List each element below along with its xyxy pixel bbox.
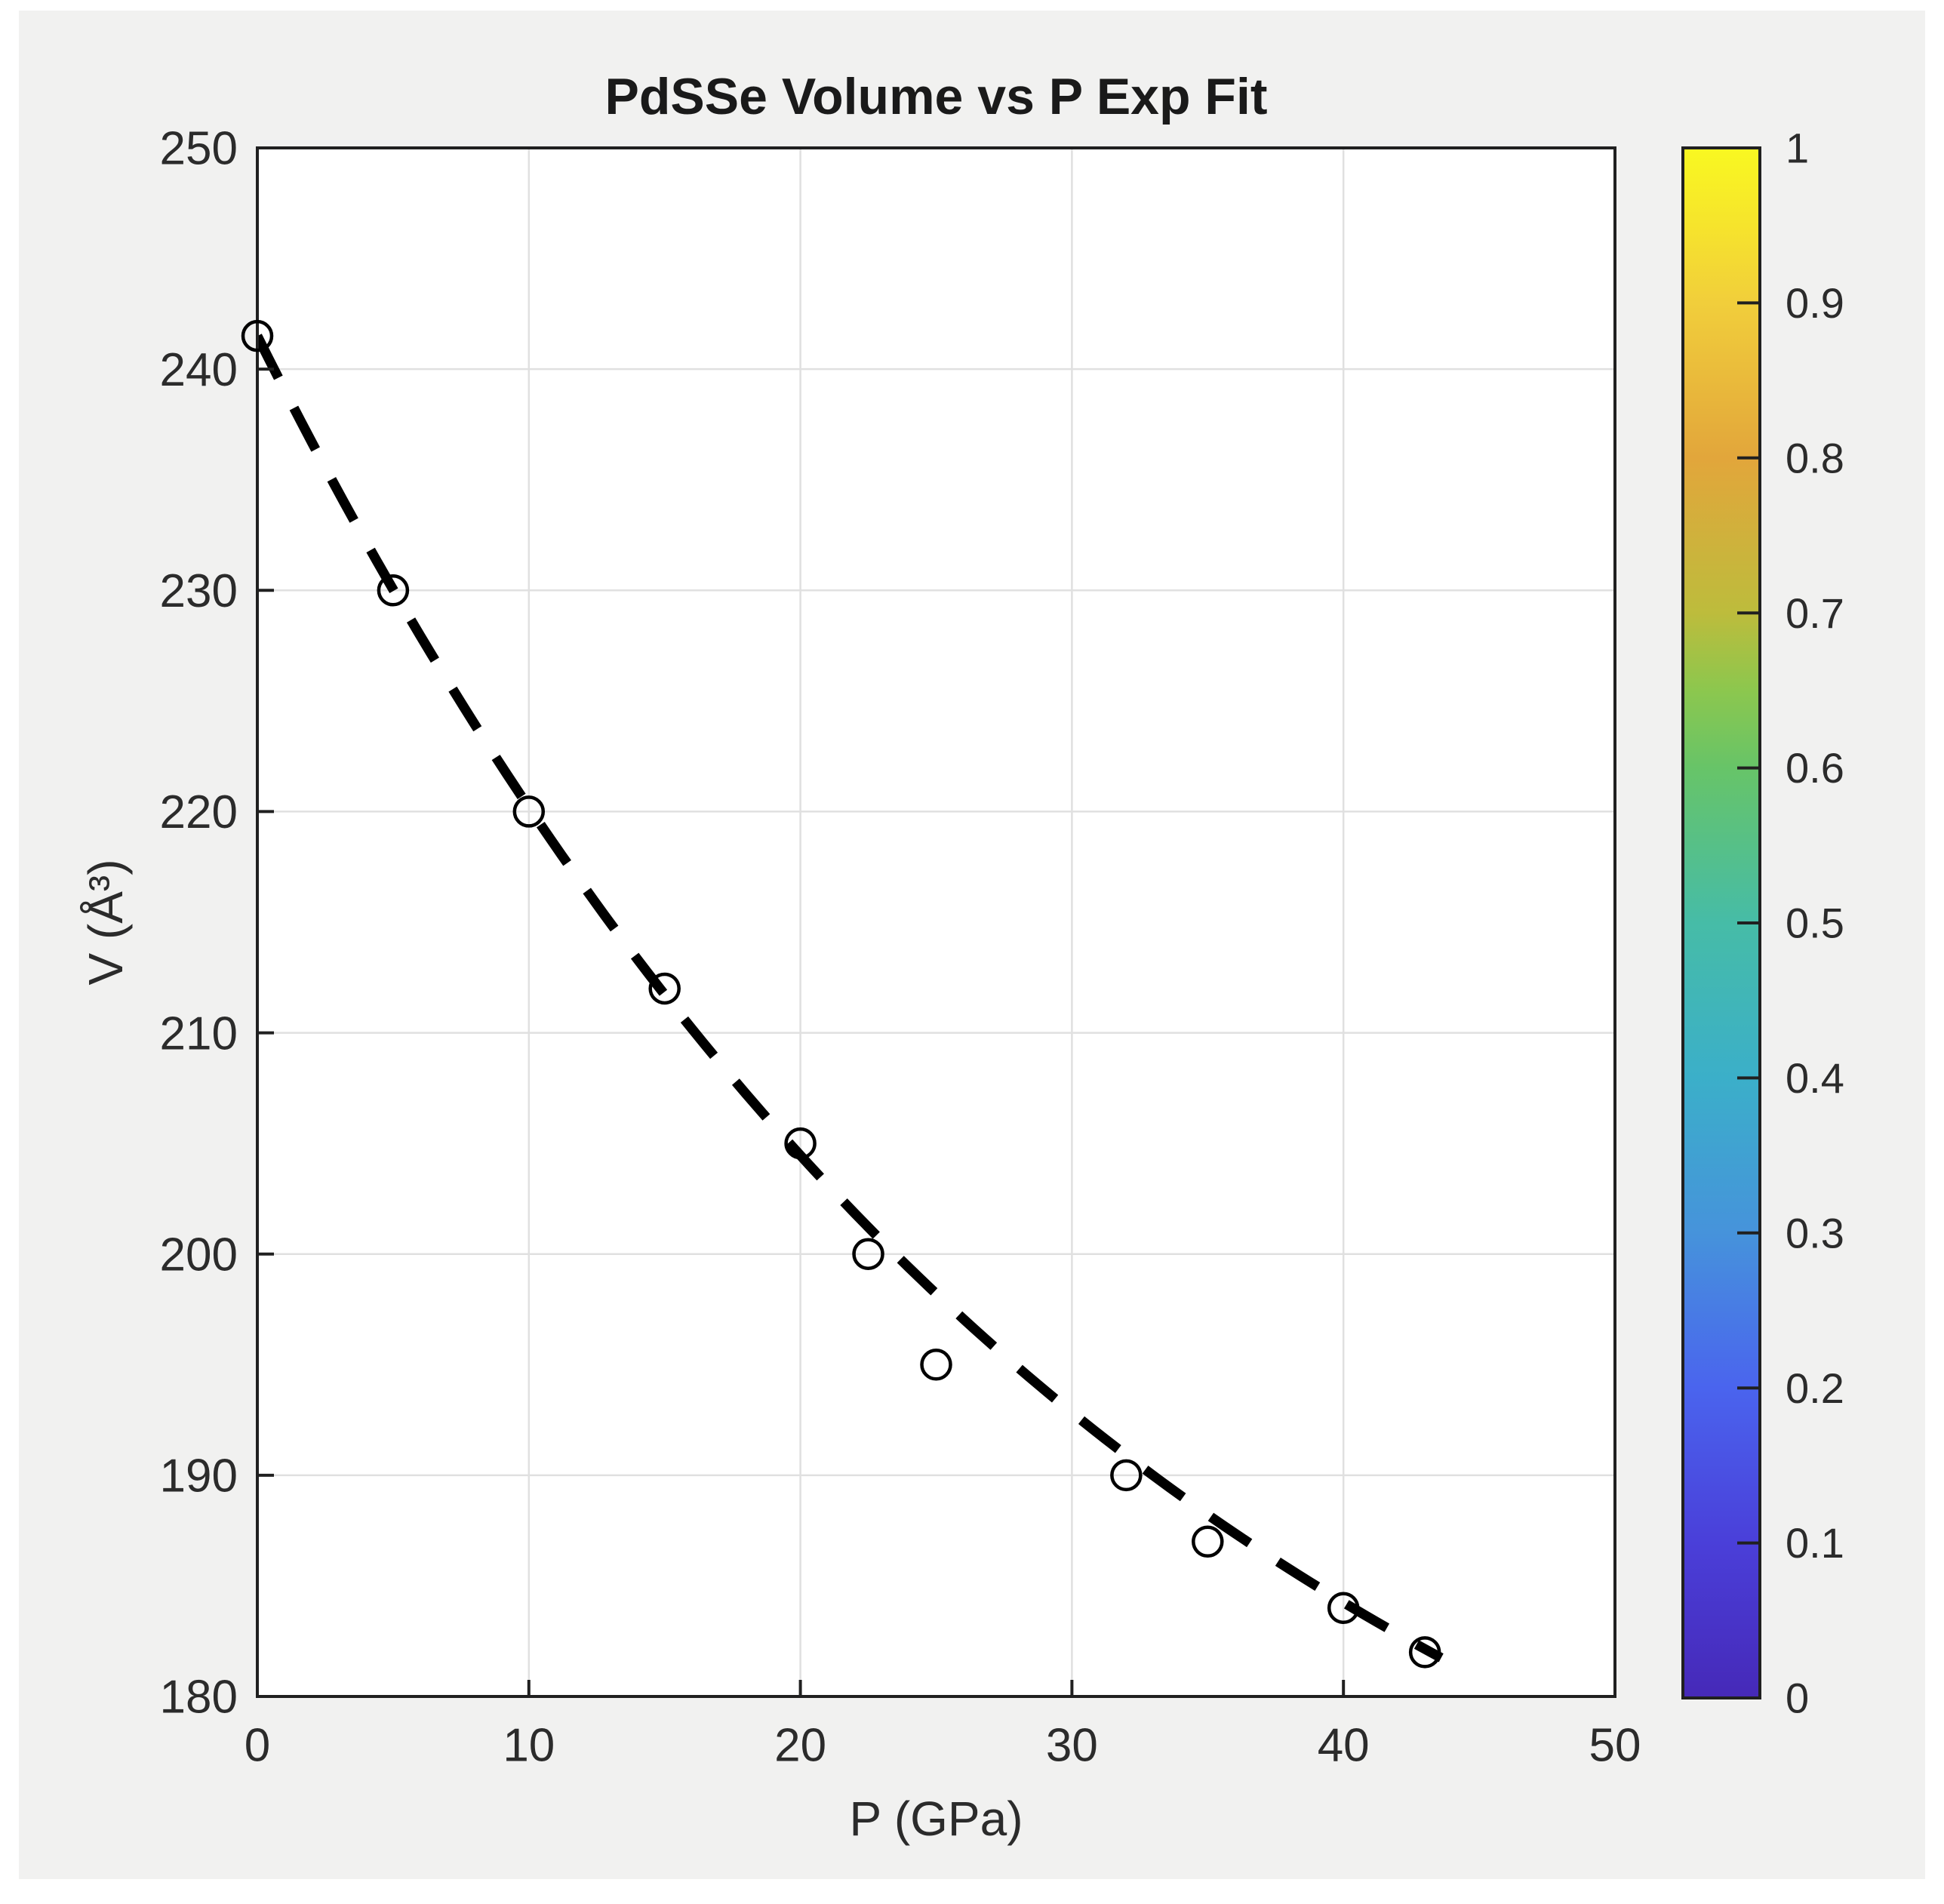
plot-area — [257, 148, 1615, 1696]
colorbar-tick-label: 0.9 — [1786, 279, 1844, 327]
data-point — [1327, 1592, 1360, 1624]
colorbar-tick-labels: 0 0.1 0.2 0.3 0.4 0.5 0.6 0.7 0.8 0.9 1 — [1786, 125, 1844, 1722]
y-tick-label: 180 — [160, 1672, 238, 1724]
x-axis-label: P (GPa) — [849, 1792, 1023, 1846]
fit-line — [257, 334, 1444, 1663]
data-point — [1192, 1525, 1224, 1558]
tick-marks — [256, 146, 1616, 1698]
gridlines — [257, 148, 1615, 1696]
y-tick-label: 200 — [160, 1229, 238, 1281]
data-point — [1110, 1459, 1143, 1492]
colorbar-tick-label: 0 — [1786, 1675, 1809, 1722]
x-tick-label: 0 — [245, 1720, 270, 1772]
data-point — [377, 574, 410, 607]
y-axis-label: V (Å³) — [78, 859, 133, 986]
data-point — [784, 1127, 817, 1160]
data-point — [241, 319, 274, 352]
colorbar-tick-label: 0.4 — [1786, 1054, 1844, 1102]
x-tick-label: 50 — [1589, 1720, 1641, 1772]
colorbar-tick-label: 0.7 — [1786, 589, 1844, 637]
colorbar-tick-label: 0.2 — [1786, 1364, 1844, 1412]
chart-title: PdSSe Volume vs P Exp Fit — [604, 68, 1268, 125]
data-point — [648, 972, 681, 1005]
data-point — [1408, 1636, 1441, 1669]
y-tick-label: 240 — [160, 344, 238, 396]
colorbar-tick-label: 0.8 — [1786, 434, 1844, 481]
colorbar-tick-label: 0.3 — [1786, 1209, 1844, 1257]
colorbar-tick-label: 0.6 — [1786, 744, 1844, 792]
y-tick-label: 210 — [160, 1007, 238, 1060]
y-tick-label: 190 — [160, 1450, 238, 1503]
y-tick-label: 220 — [160, 786, 238, 838]
colorbar-tick-label: 0.1 — [1786, 1519, 1844, 1567]
x-tick-label: 10 — [503, 1720, 555, 1772]
x-tick-labels: 0 10 20 30 40 50 — [245, 1720, 1641, 1772]
x-tick-label: 30 — [1046, 1720, 1098, 1772]
y-tick-label: 230 — [160, 565, 238, 617]
axes-box — [256, 146, 1616, 1698]
data-points — [241, 319, 1441, 1669]
data-point — [852, 1238, 884, 1270]
data-point — [920, 1349, 952, 1381]
x-tick-label: 20 — [774, 1720, 826, 1772]
y-tick-labels: 180 190 200 210 220 230 240 250 — [160, 123, 238, 1724]
colorbar-tick-label: 0.5 — [1786, 900, 1844, 947]
data-point — [512, 795, 546, 828]
y-tick-label: 250 — [160, 123, 238, 175]
x-tick-label: 40 — [1318, 1720, 1370, 1772]
colorbar-tick-label: 1 — [1786, 125, 1809, 172]
colorbar-ticks — [1737, 301, 1760, 1545]
